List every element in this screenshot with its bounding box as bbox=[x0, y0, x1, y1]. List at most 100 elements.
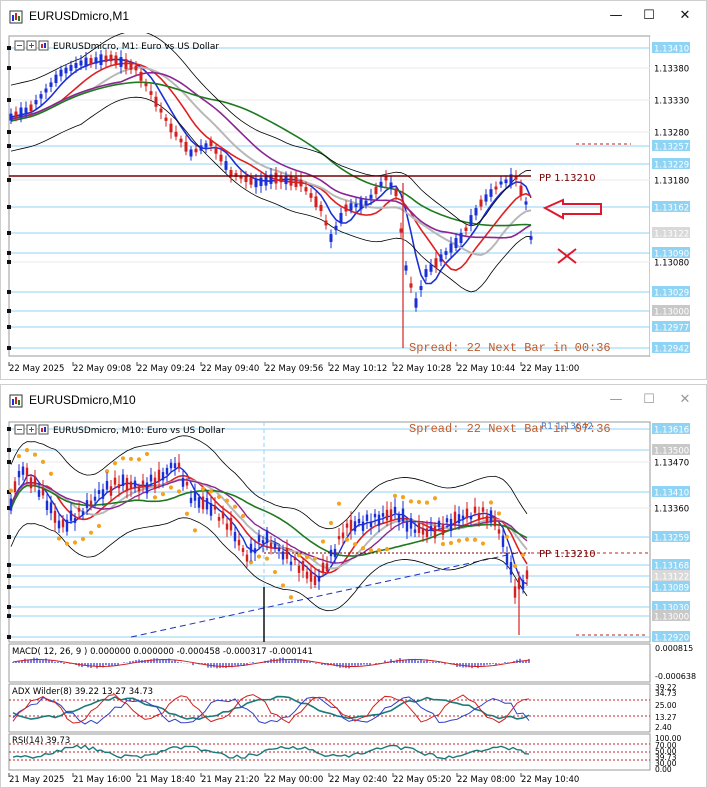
candle bbox=[104, 55, 108, 63]
candle bbox=[284, 175, 288, 185]
chart-info-label: EURUSDmicro, M10: Euro vs US Dollar bbox=[53, 426, 225, 436]
candle bbox=[473, 506, 477, 513]
time-label: 22 May 10:40 bbox=[521, 775, 579, 785]
candle bbox=[189, 497, 193, 504]
price-label-box bbox=[652, 570, 690, 581]
adx-pane[interactable] bbox=[8, 683, 651, 733]
candle bbox=[253, 548, 257, 554]
psar-dot bbox=[264, 556, 270, 561]
price-chart-m1[interactable]: PP 1.13210 EURUSDmicro, M1: Euro vs US D… bbox=[1, 33, 706, 379]
candle bbox=[17, 470, 21, 478]
candle bbox=[245, 554, 249, 562]
candle bbox=[249, 543, 253, 553]
candle bbox=[457, 514, 461, 524]
candle bbox=[429, 264, 433, 272]
candle bbox=[417, 523, 421, 533]
psar-dot bbox=[472, 537, 478, 542]
candle bbox=[297, 565, 301, 573]
rsi-line bbox=[12, 744, 530, 760]
candle bbox=[413, 529, 417, 533]
rsi-scale-3: 39.73 bbox=[655, 753, 677, 762]
psar-dot bbox=[520, 552, 526, 557]
psar-dot bbox=[296, 553, 302, 558]
candle bbox=[314, 196, 318, 208]
candle bbox=[493, 518, 497, 527]
psar-dot bbox=[32, 452, 38, 457]
psar-dot bbox=[192, 528, 198, 533]
chart-app-icon bbox=[9, 10, 23, 24]
candle bbox=[509, 562, 513, 575]
candle bbox=[129, 62, 133, 70]
candle bbox=[454, 238, 458, 248]
minimize-icon[interactable]: — bbox=[609, 392, 623, 407]
psar-dot bbox=[392, 493, 398, 498]
candle bbox=[349, 203, 353, 211]
price-label: 1.13122 bbox=[654, 230, 689, 240]
price-label: 1.13616 bbox=[654, 426, 689, 436]
chart-toolbar-icons[interactable] bbox=[14, 424, 49, 435]
cross-annotation-icon bbox=[557, 248, 577, 264]
candle bbox=[285, 548, 289, 559]
chart-window-m10[interactable]: EURUSDmicro,M10 — ☐ ✕ PP 1.13210 R1 1.13… bbox=[0, 384, 707, 788]
candle bbox=[373, 513, 377, 518]
psar-dot bbox=[112, 461, 118, 466]
price-label: 1.13360 bbox=[654, 505, 689, 515]
rsi-scale-1: 70.00 bbox=[655, 741, 677, 750]
candle bbox=[184, 141, 188, 152]
price-label-box bbox=[652, 286, 690, 297]
candle bbox=[149, 474, 153, 482]
candle bbox=[404, 265, 408, 271]
minimize-icon[interactable]: — bbox=[609, 8, 623, 23]
candle bbox=[324, 220, 328, 226]
candle bbox=[384, 175, 388, 181]
candle bbox=[174, 131, 178, 137]
candle bbox=[369, 194, 373, 199]
adx-scale-3: 13.27 bbox=[655, 713, 677, 722]
chart-window-m1[interactable]: EURUSDmicro,M1 — ☐ ✕ PP 1.13210 EURUSDmi… bbox=[0, 0, 707, 380]
candle bbox=[364, 200, 368, 206]
candle bbox=[334, 225, 338, 231]
close-icon[interactable]: ✕ bbox=[679, 392, 691, 407]
psar-dot bbox=[64, 541, 70, 546]
psar-dot bbox=[168, 485, 174, 490]
macd-pane[interactable] bbox=[8, 643, 651, 683]
title-bar[interactable]: EURUSDmicro,M10 — ☐ ✕ bbox=[1, 385, 706, 417]
price-chart-m10[interactable]: PP 1.13210 R1 1.13642 EURUSDmicro, M10: … bbox=[1, 417, 706, 788]
candle bbox=[179, 138, 183, 143]
price-label: 1.13380 bbox=[654, 65, 689, 75]
candle bbox=[214, 147, 218, 154]
candle bbox=[479, 199, 483, 207]
candle bbox=[389, 182, 393, 189]
price-label-box bbox=[652, 581, 690, 592]
candle bbox=[205, 498, 209, 510]
candle bbox=[293, 556, 297, 561]
maximize-icon[interactable]: ☐ bbox=[643, 8, 655, 23]
maximize-icon[interactable]: ☐ bbox=[643, 392, 655, 407]
chart-toolbar-icons[interactable] bbox=[14, 40, 49, 51]
candle bbox=[304, 187, 308, 192]
candle bbox=[414, 298, 418, 308]
title-bar[interactable]: EURUSDmicro,M1 — ☐ ✕ bbox=[1, 1, 706, 33]
psar-dot bbox=[272, 569, 278, 575]
psar-dot bbox=[232, 504, 238, 509]
candle bbox=[319, 204, 323, 212]
candle bbox=[525, 570, 529, 579]
candle bbox=[224, 161, 228, 170]
close-icon[interactable]: ✕ bbox=[679, 8, 691, 23]
psar-dot bbox=[336, 501, 342, 506]
candle bbox=[9, 498, 13, 511]
psar-dot bbox=[312, 556, 318, 561]
candle bbox=[365, 514, 369, 521]
candle bbox=[497, 529, 501, 534]
candle bbox=[24, 107, 28, 113]
psar-dot bbox=[128, 456, 134, 462]
candle bbox=[73, 518, 77, 523]
candle bbox=[459, 232, 463, 244]
candle bbox=[377, 514, 381, 526]
price-label: 1.13500 bbox=[654, 447, 689, 457]
candle bbox=[484, 194, 488, 202]
spread-label: Spread: 22 Next Bar in 07:36 bbox=[409, 422, 611, 436]
bollinger-lower-line bbox=[10, 517, 528, 612]
candle bbox=[225, 523, 229, 530]
candle bbox=[474, 208, 478, 216]
